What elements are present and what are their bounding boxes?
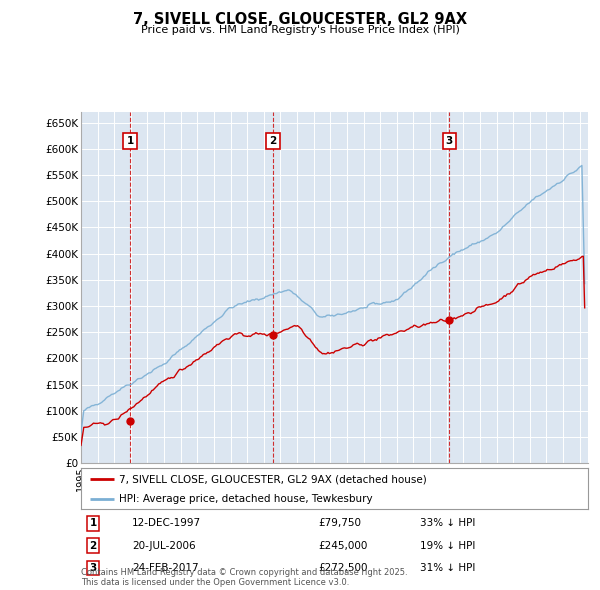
Text: £272,500: £272,500	[318, 563, 367, 573]
Text: Contains HM Land Registry data © Crown copyright and database right 2025.
This d: Contains HM Land Registry data © Crown c…	[81, 568, 407, 587]
Text: 1: 1	[89, 519, 97, 528]
Text: 12-DEC-1997: 12-DEC-1997	[132, 519, 201, 528]
Text: 7, SIVELL CLOSE, GLOUCESTER, GL2 9AX (detached house): 7, SIVELL CLOSE, GLOUCESTER, GL2 9AX (de…	[119, 474, 427, 484]
Text: 19% ↓ HPI: 19% ↓ HPI	[420, 541, 475, 550]
Text: £245,000: £245,000	[318, 541, 367, 550]
Text: 7, SIVELL CLOSE, GLOUCESTER, GL2 9AX: 7, SIVELL CLOSE, GLOUCESTER, GL2 9AX	[133, 12, 467, 27]
Text: 20-JUL-2006: 20-JUL-2006	[132, 541, 196, 550]
Text: 31% ↓ HPI: 31% ↓ HPI	[420, 563, 475, 573]
Text: 1: 1	[127, 136, 134, 146]
Text: 2: 2	[89, 541, 97, 550]
Text: Price paid vs. HM Land Registry's House Price Index (HPI): Price paid vs. HM Land Registry's House …	[140, 25, 460, 35]
Point	[125, 417, 135, 426]
Text: HPI: Average price, detached house, Tewkesbury: HPI: Average price, detached house, Tewk…	[119, 494, 373, 503]
Point	[268, 330, 278, 339]
Text: 3: 3	[446, 136, 453, 146]
Text: £79,750: £79,750	[318, 519, 361, 528]
Text: 2: 2	[269, 136, 277, 146]
Text: 3: 3	[89, 563, 97, 573]
Text: 33% ↓ HPI: 33% ↓ HPI	[420, 519, 475, 528]
Point	[445, 316, 454, 325]
Text: 24-FEB-2017: 24-FEB-2017	[132, 563, 199, 573]
